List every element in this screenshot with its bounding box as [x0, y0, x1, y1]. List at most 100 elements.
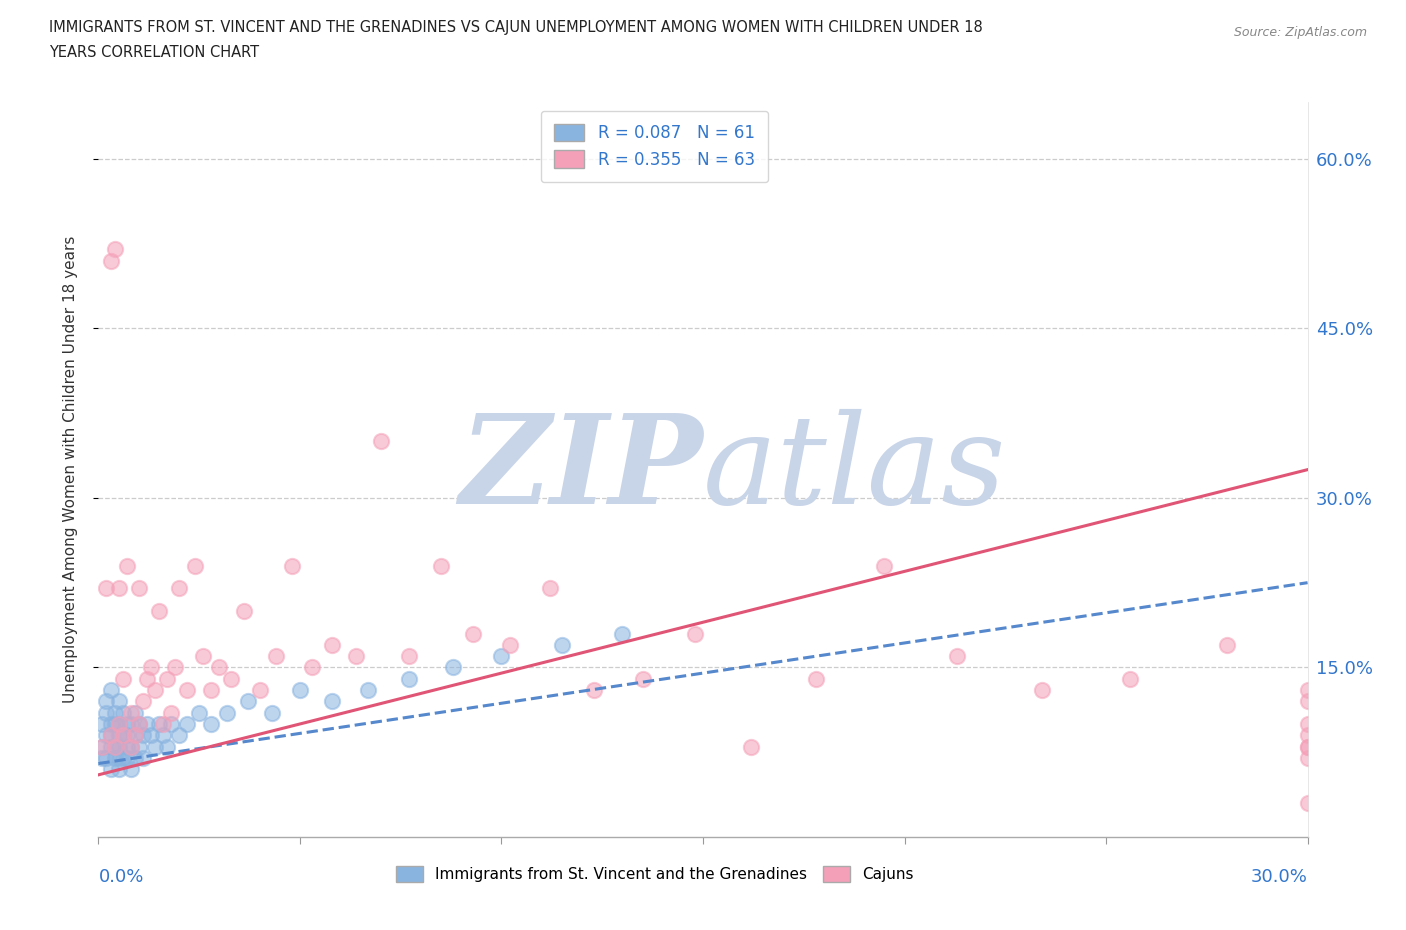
Point [221, 671, 243, 686]
Point [96, 728, 118, 743]
Point [128, 716, 150, 731]
Point [143, 739, 166, 754]
Point [111, 751, 134, 765]
Point [873, 558, 896, 573]
Point [188, 705, 211, 720]
Point [100, 728, 122, 743]
Point [111, 705, 134, 720]
Point [120, 705, 142, 720]
Point [148, 604, 170, 618]
Point [1296, 739, 1319, 754]
Point [441, 660, 464, 675]
Point [398, 649, 420, 664]
Point [100, 683, 122, 698]
Point [321, 637, 343, 652]
Point [91, 739, 114, 754]
Point [115, 728, 138, 743]
Point [583, 683, 606, 698]
Point [91, 751, 114, 765]
Point [281, 558, 304, 573]
Text: ZIP: ZIP [460, 409, 703, 530]
Point [1296, 683, 1319, 698]
Point [120, 739, 142, 754]
Point [370, 434, 392, 449]
Point [120, 716, 142, 731]
Point [236, 694, 259, 709]
Point [260, 705, 283, 720]
Point [124, 728, 146, 743]
Point [1296, 796, 1319, 811]
Point [491, 649, 513, 664]
Point [124, 728, 146, 743]
Point [551, 637, 574, 652]
Point [103, 739, 125, 754]
Point [132, 694, 155, 709]
Point [124, 705, 146, 720]
Point [167, 581, 190, 596]
Point [135, 716, 157, 731]
Point [107, 694, 129, 709]
Point [321, 694, 343, 709]
Point [152, 728, 174, 743]
Point [1296, 728, 1319, 743]
Point [103, 716, 125, 731]
Point [1296, 716, 1319, 731]
Point [100, 716, 122, 731]
Point [804, 671, 827, 686]
Point [1119, 671, 1142, 686]
Point [132, 751, 155, 765]
Point [111, 671, 134, 686]
Point [96, 751, 118, 765]
Point [107, 751, 129, 765]
Point [132, 728, 155, 743]
Point [1296, 739, 1319, 754]
Point [631, 671, 654, 686]
Point [1216, 637, 1239, 652]
Point [103, 705, 125, 720]
Point [176, 683, 198, 698]
Point [100, 253, 122, 268]
Point [398, 671, 420, 686]
Point [498, 637, 520, 652]
Point [193, 649, 215, 664]
Point [128, 581, 150, 596]
Point [120, 739, 142, 754]
Point [152, 716, 174, 731]
Point [100, 762, 122, 777]
Point [208, 660, 231, 675]
Point [612, 626, 634, 641]
Point [107, 716, 129, 731]
Text: 30.0%: 30.0% [1251, 868, 1308, 885]
Point [167, 728, 190, 743]
Point [115, 739, 138, 754]
Point [176, 716, 198, 731]
Point [111, 728, 134, 743]
Y-axis label: Unemployment Among Women with Children Under 18 years: Unemployment Among Women with Children U… [63, 236, 77, 703]
Point [100, 728, 122, 743]
Text: atlas: atlas [703, 409, 1007, 530]
Point [103, 751, 125, 765]
Point [264, 649, 287, 664]
Text: 0.0%: 0.0% [98, 868, 143, 885]
Point [128, 739, 150, 754]
Point [100, 739, 122, 754]
Point [1296, 751, 1319, 765]
Text: IMMIGRANTS FROM ST. VINCENT AND THE GRENADINES VS CAJUN UNEMPLOYMENT AMONG WOMEN: IMMIGRANTS FROM ST. VINCENT AND THE GREN… [49, 20, 983, 35]
Point [128, 716, 150, 731]
Legend: Immigrants from St. Vincent and the Grenadines, Cajuns: Immigrants from St. Vincent and the Gren… [389, 860, 920, 888]
Point [148, 716, 170, 731]
Point [200, 716, 222, 731]
Point [946, 649, 969, 664]
Point [115, 751, 138, 765]
Point [107, 762, 129, 777]
Point [107, 728, 129, 743]
Point [430, 558, 453, 573]
Point [96, 705, 118, 720]
Point [107, 581, 129, 596]
Point [156, 671, 179, 686]
Point [232, 604, 254, 618]
Point [135, 671, 157, 686]
Point [538, 581, 561, 596]
Point [91, 716, 114, 731]
Text: Source: ZipAtlas.com: Source: ZipAtlas.com [1233, 26, 1367, 39]
